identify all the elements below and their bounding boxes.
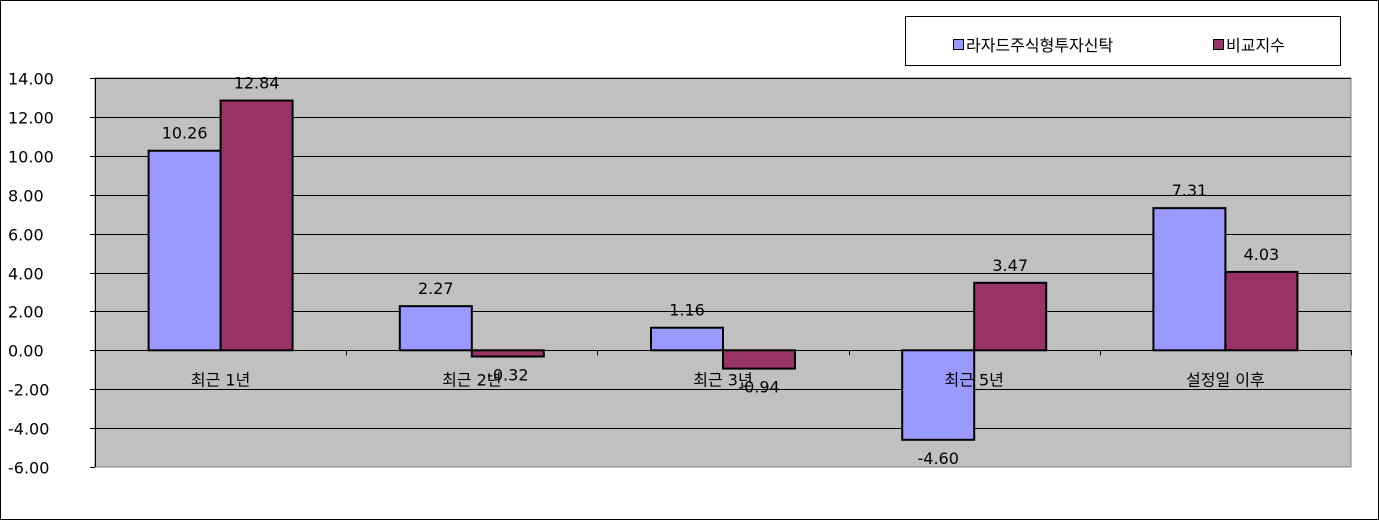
x-category-label: 최근 3년: [693, 370, 752, 389]
y-tick-label: -4.00: [8, 420, 49, 439]
bar-series-2: [219, 99, 294, 352]
data-label-series-1: 7.31: [1172, 181, 1208, 200]
plot-area: [94, 77, 1352, 468]
data-label-series-1: 1.16: [669, 301, 705, 320]
y-tick-label: 2.00: [8, 303, 44, 322]
x-category-label: 설정일 이후: [1186, 370, 1265, 389]
y-tick-label: -6.00: [8, 459, 49, 478]
y-tick-label: 12.00: [8, 109, 54, 128]
data-label-series-2: 12.84: [234, 74, 280, 93]
legend-label-series-1: 라자드주식형투자신탁: [966, 36, 1114, 55]
data-label-series-2: -0.94: [738, 378, 779, 397]
data-label-series-2: 4.03: [1244, 245, 1280, 264]
legend-swatch-series-2: [1213, 38, 1224, 50]
bar-series-2: [1224, 270, 1299, 352]
data-label-series-1: -4.60: [917, 449, 958, 468]
y-tick-label: 10.00: [8, 148, 54, 167]
bar-series-1: [398, 305, 473, 352]
data-label-series-1: 10.26: [162, 124, 208, 143]
bar-series-1: [650, 326, 724, 352]
legend-item-series-2: 비교지수: [1213, 32, 1285, 56]
bar-series-1: [147, 149, 222, 352]
y-tick-label: 4.00: [8, 265, 44, 284]
bar-series-1: [901, 349, 976, 441]
x-category-label: 최근 1년: [191, 370, 250, 389]
y-tick-label: 14.00: [8, 70, 54, 89]
data-label-series-1: 2.27: [418, 279, 454, 298]
y-tick-label: 0.00: [8, 342, 44, 361]
bar-series-2: [722, 349, 796, 370]
y-tick-label: -2.00: [8, 381, 49, 400]
data-label-series-2: 3.47: [992, 256, 1028, 275]
y-tick-label: 8.00: [8, 187, 44, 206]
y-tick-label: 6.00: [8, 226, 44, 245]
legend-item-series-1: 라자드주식형투자신탁: [953, 32, 1113, 56]
bar-series-1: [1152, 207, 1227, 352]
x-category-label: 최근 5년: [944, 370, 1003, 389]
legend: 라자드주식형투자신탁 비교지수: [905, 16, 1341, 66]
bar-series-2: [973, 281, 1048, 352]
x-category-label: 최근 2년: [442, 370, 501, 389]
legend-swatch-series-1: [953, 38, 964, 50]
legend-label-series-2: 비교지수: [1226, 36, 1285, 55]
data-label-series-2: -0.32: [487, 366, 528, 385]
bar-series-2: [470, 349, 545, 358]
